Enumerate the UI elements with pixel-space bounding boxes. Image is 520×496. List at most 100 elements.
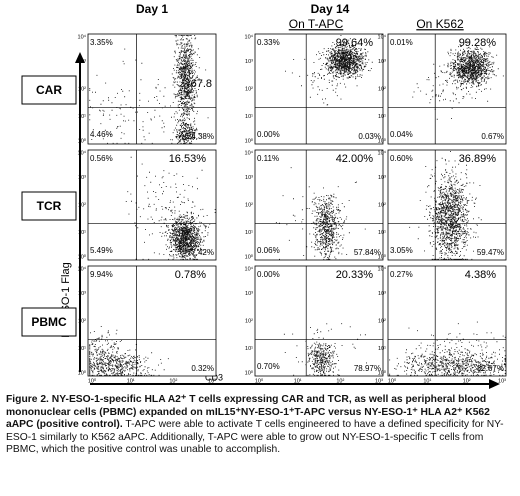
y-tick-label: 10³ <box>378 175 386 181</box>
col-header: Day 14 <box>311 2 350 16</box>
quadrant-percent: 0.00% <box>257 130 280 139</box>
y-tick-label: 10⁰ <box>378 369 387 376</box>
col-subheader: On K562 <box>416 17 464 31</box>
panel-frame <box>387 149 507 261</box>
y-tick-label: 10³ <box>378 59 386 65</box>
quadrant-percent: 0.04% <box>390 130 413 139</box>
quadrant-percent: 36.89% <box>459 153 497 165</box>
y-tick-label: 10¹ <box>245 230 253 236</box>
events <box>409 151 482 260</box>
quadrant-percent: 78.97% <box>354 364 381 373</box>
y-tick-label: 10⁰ <box>378 253 387 260</box>
row-label: TCR <box>37 199 62 213</box>
y-tick-label: 10⁰ <box>245 253 254 260</box>
y-tick-label: 10³ <box>378 291 386 297</box>
y-tick-label: 10² <box>245 202 253 208</box>
quadrant-percent: 4.46% <box>90 130 113 139</box>
y-tick-label: 10³ <box>78 59 86 65</box>
y-tick-label: 10⁰ <box>245 137 254 144</box>
x-tick-label: 10¹ <box>127 378 135 384</box>
row-label-box <box>21 307 77 337</box>
y-tick-label: 10² <box>378 202 386 208</box>
panel-frame <box>87 265 217 377</box>
y-tick-label: 10³ <box>78 291 86 297</box>
quadrant-percent: 0.27% <box>390 270 413 279</box>
quadrant-percent: 0.32% <box>191 364 214 373</box>
x-axis-label: CD3 <box>205 372 223 382</box>
panel-frame <box>254 149 384 261</box>
x-tick-label: 10⁰ <box>88 377 97 384</box>
quadrant-percent: 20.33% <box>336 269 374 281</box>
y-tick-label: 10¹ <box>78 114 86 120</box>
quadrant-percent: 0.03% <box>358 132 381 141</box>
quadrant-percent: 0.00% <box>257 270 280 279</box>
quadrant-percent: 16.53% <box>169 153 207 165</box>
x-tick-label: 10³ <box>208 378 216 384</box>
col-subheader: On T-APC <box>289 17 344 31</box>
x-tick-label: 10⁰ <box>388 377 397 384</box>
y-tick-label: 10⁰ <box>378 137 387 144</box>
x-tick-label: 10¹ <box>423 378 431 384</box>
y-tick-label: 10⁴ <box>245 149 254 156</box>
quadrant-percent: 0.67% <box>481 132 504 141</box>
y-tick-label: 10² <box>78 202 86 208</box>
events <box>412 41 504 120</box>
quadrant-percent: 3.05% <box>390 246 413 255</box>
flow-plots: Day 1 Day 14 On T-APC On K562 NY-ESO-1 F… <box>21 2 507 389</box>
quadrant-percent: 67.8 <box>191 78 212 90</box>
y-tick-label: 10⁴ <box>245 265 254 272</box>
y-tick-label: 10⁴ <box>378 33 387 40</box>
quadrant-percent: 42.00% <box>336 153 374 165</box>
y-tick-label: 10⁴ <box>378 149 387 156</box>
quadrant-percent: 0.06% <box>257 246 280 255</box>
quadrant-percent: 82.67% <box>477 364 504 373</box>
y-tick-label: 10⁴ <box>378 265 387 272</box>
caption-bold: Figure 2. NY-ESO-1-specific HLA A2⁺ T ce… <box>6 394 490 431</box>
events <box>389 321 506 376</box>
y-tick-label: 10² <box>245 86 253 92</box>
quadrant-percent: 0.60% <box>390 154 413 163</box>
y-tick-label: 10¹ <box>378 114 386 120</box>
events <box>283 323 367 376</box>
y-tick-label: 10⁴ <box>245 33 254 40</box>
caption: Figure 2. NY-ESO-1-specific HLA A2⁺ T ce… <box>6 394 514 457</box>
quadrant-percent: 99.28% <box>459 37 497 49</box>
quadrant-percent: 0.78% <box>175 269 206 281</box>
quadrant-percent: 5.49% <box>90 246 113 255</box>
y-tick-label: 10⁴ <box>78 265 87 272</box>
panel-frame <box>87 149 217 261</box>
y-tick-label: 10³ <box>245 59 253 65</box>
row-label: CAR <box>36 83 62 97</box>
y-tick-label: 10⁴ <box>78 149 87 156</box>
y-tick-label: 10² <box>378 318 386 324</box>
quadrant-percent: 24.38% <box>187 132 214 141</box>
quadrant-percent: 4.38% <box>465 269 496 281</box>
x-tick-label: 10⁰ <box>255 377 264 384</box>
y-tick-label: 10² <box>245 318 253 324</box>
y-tick-label: 10³ <box>245 291 253 297</box>
y-tick-label: 10¹ <box>78 346 86 352</box>
y-tick-label: 10² <box>78 318 86 324</box>
quadrant-percent: 0.33% <box>257 38 280 47</box>
y-tick-label: 10² <box>78 86 86 92</box>
quadrant-percent: 77.42% <box>187 248 214 257</box>
arrowhead <box>75 52 85 63</box>
quadrant-percent: 59.47% <box>477 248 504 257</box>
caption-text: T-APC were able to activate T cells engi… <box>6 419 504 456</box>
quadrant-percent: 0.11% <box>257 154 279 163</box>
panel-frame <box>387 33 507 145</box>
arrowhead <box>489 379 500 389</box>
y-tick-label: 10³ <box>78 175 86 181</box>
events <box>89 35 209 144</box>
y-tick-label: 10⁰ <box>78 369 87 376</box>
y-tick-label: 10¹ <box>245 346 253 352</box>
row-label: PBMC <box>31 315 67 329</box>
panel-frame <box>254 265 384 377</box>
row-label-box <box>21 75 77 105</box>
y-tick-label: 10⁴ <box>78 33 87 40</box>
quadrant-percent: 0.01% <box>390 38 413 47</box>
row-label-box <box>21 191 77 221</box>
quadrant-percent: 0.70% <box>257 362 280 371</box>
col-header: Day 1 <box>136 2 168 16</box>
